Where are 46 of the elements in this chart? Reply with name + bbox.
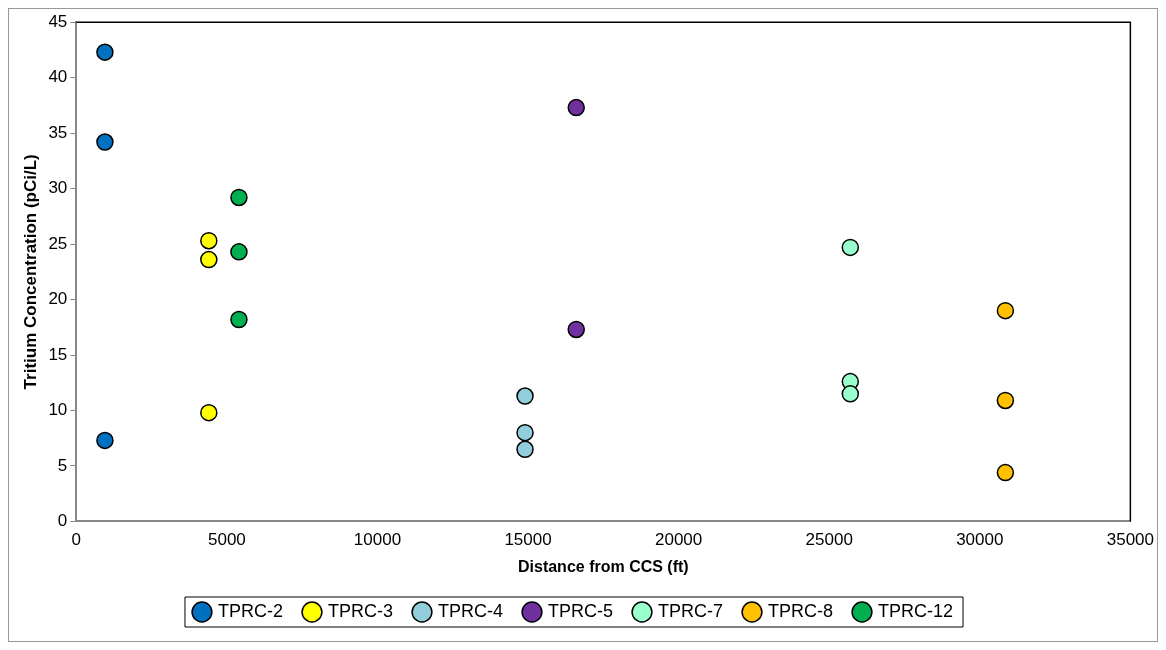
point <box>200 231 218 250</box>
y-tick-label: 25 <box>48 233 68 253</box>
point <box>230 243 248 261</box>
point <box>516 387 534 405</box>
point <box>96 431 114 450</box>
x-tick-label: 5000 <box>207 530 246 550</box>
legend-label: TPRC-8 <box>768 600 834 621</box>
x-tick-label: 0 <box>71 530 82 550</box>
point <box>96 133 114 151</box>
point <box>996 463 1015 482</box>
point <box>516 440 534 459</box>
point <box>200 250 218 269</box>
legend-label: TPRC-12 <box>878 600 954 621</box>
legend-label: TPRC-2 <box>217 600 283 621</box>
point <box>996 391 1015 410</box>
y-tick-label: 15 <box>48 344 68 364</box>
point <box>230 310 248 329</box>
point <box>841 385 860 403</box>
y-tick-label: 20 <box>48 289 68 309</box>
point <box>96 43 114 61</box>
x-tick-label: 15000 <box>504 530 552 550</box>
y-tick-label: 35 <box>48 122 68 142</box>
y-tick-label: 30 <box>48 178 68 198</box>
x-tick-label: 10000 <box>353 530 402 550</box>
x-tick-label: 25000 <box>805 530 853 550</box>
x-tick-label: 35000 <box>1106 530 1154 550</box>
y-tick-label: 5 <box>57 455 68 475</box>
y-tick-label: 45 <box>48 11 68 31</box>
x-tick-label: 20000 <box>654 530 703 550</box>
point <box>516 423 534 442</box>
point <box>841 238 860 257</box>
legend-label: TPRC-3 <box>327 600 393 621</box>
y-axis-title: Tritium Concentration (pCi/L) <box>20 154 40 390</box>
point <box>567 320 585 339</box>
point <box>996 301 1015 320</box>
point <box>230 188 248 207</box>
y-tick-label: 40 <box>48 67 68 87</box>
point <box>567 98 585 117</box>
y-tick-label: 10 <box>48 400 68 420</box>
legend-label: TPRC-7 <box>658 600 724 621</box>
x-tick-label: 30000 <box>956 530 1004 550</box>
point <box>200 403 218 422</box>
x-axis-title: Distance from CCS (ft) <box>517 557 689 575</box>
legend-label: TPRC-5 <box>547 600 614 621</box>
y-tick-label: 0 <box>57 511 68 531</box>
legend-label: TPRC-4 <box>437 600 503 621</box>
